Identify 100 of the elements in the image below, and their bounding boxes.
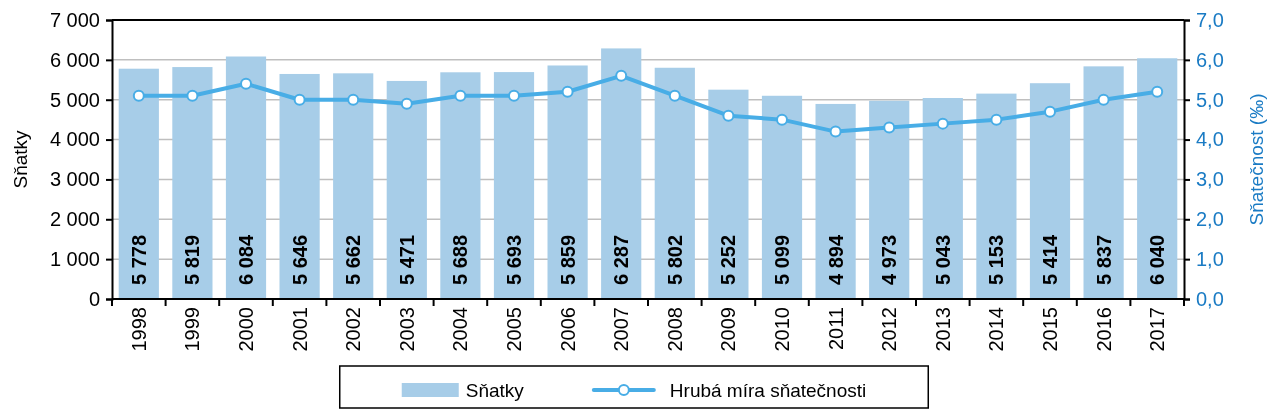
y2-tick-label: 6,0 xyxy=(1196,48,1224,71)
y-tick-label: 4 000 xyxy=(49,128,100,151)
bar xyxy=(761,95,803,299)
bar xyxy=(708,89,749,299)
y2-tick-label: 7,0 xyxy=(1196,8,1224,31)
data-label: 6 084 xyxy=(235,234,257,285)
bar xyxy=(279,73,320,299)
x-tick-label: 2014 xyxy=(985,307,1008,352)
bar xyxy=(601,48,642,299)
point xyxy=(722,109,735,122)
x-tick-label: 2015 xyxy=(1039,307,1061,352)
x-tick-label: 2007 xyxy=(610,307,633,352)
bar xyxy=(172,67,213,299)
legend-label: Hrubá míra sňatečnosti xyxy=(669,379,867,401)
data-label: 5 819 xyxy=(181,234,204,285)
x-tick-label: 2005 xyxy=(503,307,525,352)
point xyxy=(1044,105,1056,118)
bar xyxy=(976,93,1017,299)
y-tick-label: 7 000 xyxy=(49,8,100,31)
bar xyxy=(869,100,910,299)
point xyxy=(1097,93,1110,106)
bar xyxy=(654,67,695,299)
x-tick-label: 1999 xyxy=(181,307,204,352)
x-tick-label: 2010 xyxy=(771,307,793,352)
data-label: 5 646 xyxy=(288,234,311,285)
point xyxy=(454,89,467,102)
bar xyxy=(440,72,481,299)
bar xyxy=(922,98,963,299)
point xyxy=(132,89,145,102)
bar xyxy=(547,65,588,299)
point xyxy=(883,121,896,134)
x-tick-label: 2002 xyxy=(342,307,365,352)
x-tick-label: 1998 xyxy=(127,307,150,352)
y2-tick-label: 1,0 xyxy=(1196,248,1224,271)
data-label: 5 414 xyxy=(1039,234,1061,285)
point xyxy=(615,69,628,82)
data-label: 5 802 xyxy=(663,234,686,285)
x-tick-label: 2000 xyxy=(235,307,257,352)
bar xyxy=(493,72,535,299)
data-label: 5 693 xyxy=(503,234,525,285)
y-tick-label: 0 xyxy=(88,287,100,310)
data-label: 5 688 xyxy=(449,234,472,285)
point xyxy=(186,89,199,102)
bar xyxy=(815,103,856,299)
data-label: 5 471 xyxy=(395,234,418,285)
y2-tick-label: 5,0 xyxy=(1196,88,1224,111)
y-tick-label: 2 000 xyxy=(49,208,100,231)
y-tick-label: 5 000 xyxy=(49,88,100,111)
bar xyxy=(1137,58,1178,299)
x-tick-label: 2011 xyxy=(824,307,847,351)
bar xyxy=(333,73,374,299)
point xyxy=(293,93,306,106)
bar xyxy=(1029,83,1071,299)
y-tick-label: 3 000 xyxy=(49,168,100,191)
x-tick-label: 2008 xyxy=(663,307,686,352)
point xyxy=(347,93,360,106)
point xyxy=(829,125,842,138)
bar xyxy=(225,56,267,299)
point xyxy=(668,89,681,102)
x-tick-label: 2004 xyxy=(449,307,472,352)
y2-tick-label: 0,0 xyxy=(1196,287,1224,310)
x-tick-label: 2006 xyxy=(556,307,579,352)
data-label: 6 040 xyxy=(1146,234,1169,285)
point xyxy=(1151,85,1164,98)
data-label: 5 778 xyxy=(127,234,150,285)
point xyxy=(400,97,413,110)
data-label: 5 837 xyxy=(1092,234,1115,285)
legend-label: Sňatky xyxy=(465,379,525,401)
data-label: 4 894 xyxy=(824,234,847,285)
data-label: 5 043 xyxy=(931,234,954,285)
point xyxy=(990,113,1003,126)
point xyxy=(561,85,574,98)
data-label: 6 287 xyxy=(610,234,633,285)
y-axis-title: Sňatky xyxy=(9,129,31,189)
x-tick-label: 2016 xyxy=(1092,307,1115,352)
y2-tick-label: 4,0 xyxy=(1196,128,1224,151)
x-tick-label: 2017 xyxy=(1146,307,1169,352)
point xyxy=(776,113,788,126)
data-label: 5 662 xyxy=(342,234,365,285)
bar xyxy=(386,80,427,299)
data-label: 5 859 xyxy=(556,234,579,285)
y-tick-label: 1 000 xyxy=(49,248,100,271)
bar xyxy=(1083,66,1124,299)
x-tick-label: 2003 xyxy=(395,307,418,352)
y2-axis-title: Sňatečnost (‰) xyxy=(1245,93,1267,226)
y-tick-label: 6 000 xyxy=(49,48,100,71)
data-label: 5 153 xyxy=(985,234,1008,285)
point xyxy=(936,117,949,130)
data-label: 5 099 xyxy=(771,234,793,285)
x-tick-label: 2009 xyxy=(717,307,740,352)
point xyxy=(508,89,520,102)
x-tick-label: 2013 xyxy=(931,307,954,352)
bar xyxy=(118,68,159,299)
x-tick-label: 2001 xyxy=(288,307,311,352)
y2-tick-label: 3,0 xyxy=(1196,168,1224,191)
point xyxy=(240,77,252,90)
x-tick-label: 2012 xyxy=(878,307,901,352)
data-label: 4 973 xyxy=(878,234,901,285)
y2-tick-label: 2,0 xyxy=(1196,208,1224,231)
data-label: 5 252 xyxy=(717,234,740,285)
